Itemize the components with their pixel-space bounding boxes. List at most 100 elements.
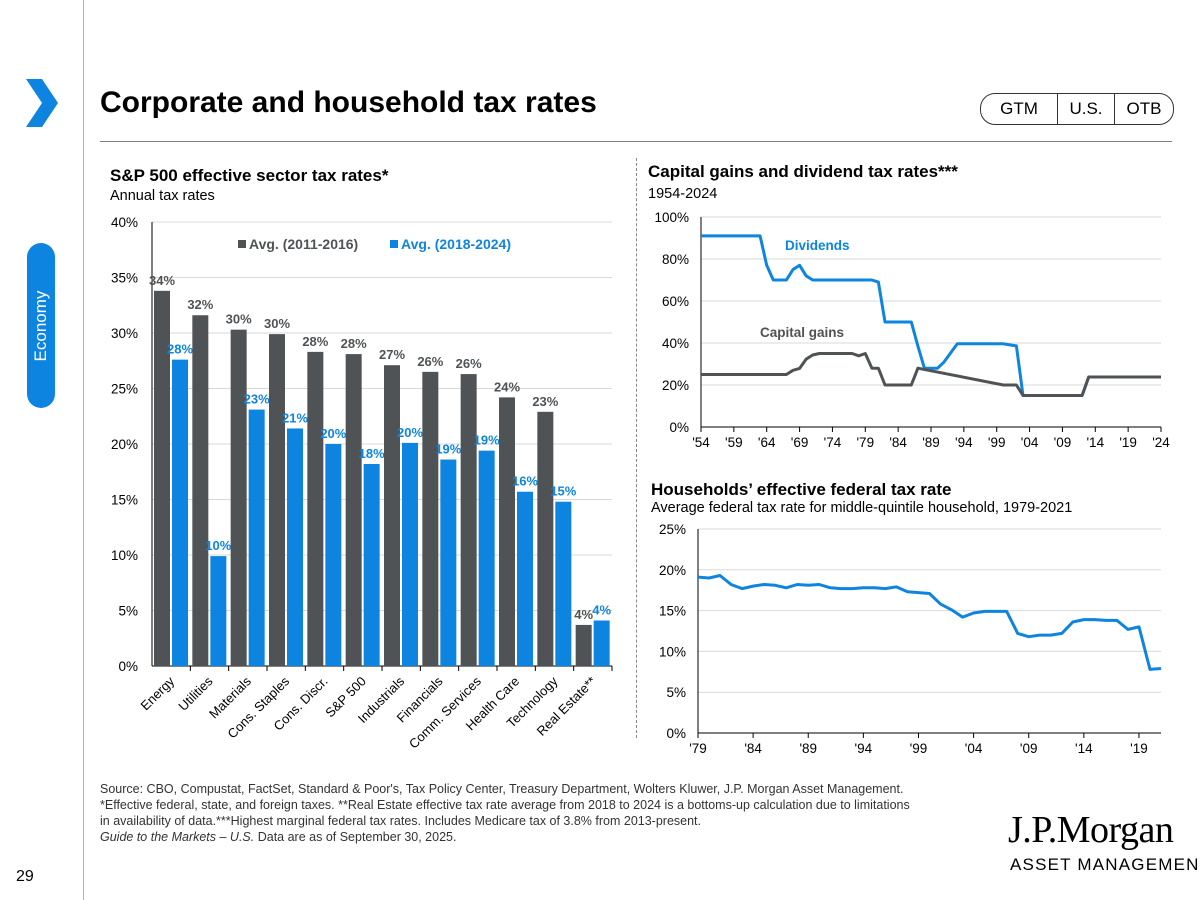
bar-data-label: 10% (205, 538, 231, 553)
bar-data-label: 4% (592, 602, 611, 617)
sector-chart-subtitle: Annual tax rates (110, 188, 215, 204)
bar-avg-2011-2016 (384, 365, 400, 666)
bar-data-label: 4% (574, 607, 593, 622)
bar-data-label: 23% (532, 394, 558, 409)
y-tick-label: 100% (654, 210, 689, 225)
y-tick-label: 40% (662, 336, 689, 351)
logo-subtext: ASSET MANAGEMENT (1010, 855, 1200, 874)
bar-avg-2018-2024 (210, 556, 227, 666)
bar-avg-2018-2024 (325, 444, 342, 666)
bar-data-label: 21% (282, 410, 308, 425)
x-tick-label: '99 (910, 741, 928, 756)
bar-data-label: 27% (379, 347, 405, 362)
y-tick-label: 0% (666, 726, 686, 741)
bar-avg-2018-2024 (593, 620, 610, 666)
bar-avg-2018-2024 (172, 359, 188, 666)
guide-title: Guide to the Markets – U.S. (100, 830, 255, 844)
capgains-chart: 0% 20% 40% 60% 80% 100% '54 '59 '64 '69 '74 '79 '84 '… (654, 210, 1170, 450)
y-tick-label: 15% (111, 493, 138, 508)
x-tick-label: '79 (856, 435, 874, 450)
y-tick-label: 25% (659, 522, 686, 537)
y-tick-label: 5% (118, 604, 138, 619)
x-tick-label: '54 (692, 435, 710, 450)
bar-data-label: 23% (244, 392, 270, 407)
bar-avg-2018-2024 (248, 409, 265, 666)
y-tick-label: 0% (669, 420, 689, 435)
y-tick-label: 35% (111, 271, 138, 286)
page-title: Corporate and household tax rates (100, 86, 597, 119)
series-line-capital-gains (701, 352, 1161, 397)
bar-avg-2018-2024 (287, 428, 303, 666)
x-tick-label: '99 (988, 435, 1006, 450)
bar-data-label: 32% (187, 297, 213, 312)
bar-data-label: 20% (397, 425, 423, 440)
bar-avg-2018-2024 (440, 459, 457, 666)
section-tab[interactable]: Economy (27, 243, 55, 408)
bar-data-label: 20% (320, 426, 346, 441)
badge-group: GTM U.S. OTB (980, 93, 1174, 125)
bar-data-label: 28% (341, 336, 367, 351)
bar-avg-2018-2024 (402, 442, 418, 666)
sector-chart: 0% 5% 10% 15% 20% 25% 30% 35% 40% 34% 28% Energy 32%… (111, 215, 613, 752)
series-label: Dividends (785, 238, 850, 253)
y-tick-label: 0% (118, 659, 138, 674)
source-line: Source: CBO, Compustat, FactSet, Standar… (100, 782, 904, 796)
left-divider (83, 0, 84, 900)
source-line: *Effective federal, state, and foreign t… (100, 798, 910, 812)
bar-avg-2011-2016 (499, 397, 515, 666)
y-tick-label: 80% (662, 252, 689, 267)
y-tick-label: 20% (662, 378, 689, 393)
series-line-middle-quintile-household (697, 574, 1162, 671)
x-tick-label: '74 (824, 435, 842, 450)
bar-avg-2011-2016 (537, 411, 554, 666)
x-tick-label: '89 (799, 741, 817, 756)
y-tick-label: 20% (111, 437, 138, 452)
panel-divider (636, 158, 637, 738)
x-tick-label: '04 (1021, 435, 1039, 450)
bar-data-label: 28% (302, 334, 328, 349)
legend-swatch (238, 240, 246, 248)
y-tick-label: 10% (659, 644, 686, 659)
legend-label: Avg. (2011-2016) (249, 236, 358, 252)
household-chart-title: Households’ effective federal tax rate (651, 480, 952, 499)
x-tick-label: '19 (1119, 435, 1137, 450)
series-label: Capital gains (760, 325, 844, 340)
bar-avg-2018-2024 (478, 450, 495, 666)
badge-us: U.S. (1057, 94, 1114, 124)
x-tick-label: '94 (955, 435, 973, 450)
bar-avg-2011-2016 (269, 334, 285, 666)
page-number: 29 (16, 868, 34, 885)
bar-data-label: 24% (494, 379, 520, 394)
x-tick-label: '94 (855, 741, 873, 756)
x-tick-label: '84 (744, 741, 762, 756)
source-line: Guide to the Markets – U.S. Data are as … (100, 829, 1000, 845)
bar-data-label: 28% (167, 342, 193, 357)
x-tick-label: '19 (1130, 741, 1148, 756)
guide-date: Data are as of September 30, 2025. (254, 830, 457, 844)
household-chart-subtitle: Average federal tax rate for middle-quin… (651, 500, 1073, 516)
capgains-chart-title: Capital gains and dividend tax rates*** (648, 162, 958, 181)
x-tick-label: '64 (758, 435, 776, 450)
bar-avg-2011-2016 (230, 329, 247, 666)
legend-label: Avg. (2018-2024) (401, 236, 511, 252)
source-notes: Source: CBO, Compustat, FactSet, Standar… (100, 781, 1000, 845)
source-line: in availability of data.***Highest margi… (100, 814, 702, 828)
household-chart: 0% 5% 10% 15% 20% 25% '79 '84 '89 '94 '99 '04 '09 '14… (659, 522, 1162, 756)
y-tick-label: 30% (111, 326, 138, 341)
bar-avg-2011-2016 (345, 354, 362, 666)
x-tick-label: '14 (1086, 435, 1104, 450)
bar-data-label: 34% (149, 273, 175, 288)
bar-avg-2011-2016 (192, 315, 209, 666)
bar-data-label: 15% (550, 484, 576, 499)
bar-data-label: 30% (226, 312, 252, 327)
y-tick-label: 60% (662, 294, 689, 309)
bar-data-label: 26% (456, 356, 482, 371)
x-tick-label: '89 (922, 435, 940, 450)
x-tick-label: '84 (889, 435, 907, 450)
y-tick-label: 25% (111, 382, 138, 397)
x-tick-label: '79 (689, 741, 707, 756)
bar-data-label: 26% (417, 354, 443, 369)
y-tick-label: 15% (659, 604, 686, 619)
logo-text: J.P.Morgan (1008, 809, 1174, 851)
bar-data-label: 19% (474, 433, 500, 448)
